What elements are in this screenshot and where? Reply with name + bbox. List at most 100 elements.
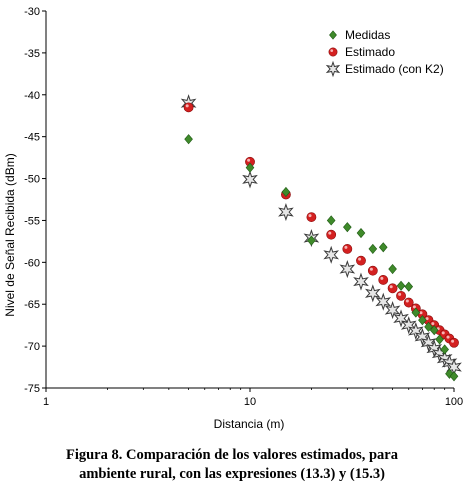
- point-medidas: [429, 325, 439, 336]
- point-highlight: [247, 158, 251, 162]
- point-body: [378, 275, 389, 285]
- point-highlight: [431, 322, 435, 326]
- point-estimado-con-k2: [364, 284, 381, 303]
- point-medidas: [449, 371, 459, 382]
- point-estimado-con-k2: [384, 301, 401, 320]
- point-estimado-con-k2: [393, 309, 409, 328]
- point-estimado: [367, 265, 378, 276]
- point-estimado: [387, 283, 398, 294]
- y-tick-label: -75: [24, 383, 40, 395]
- point-highlight: [369, 267, 373, 271]
- caption-line-1: Figura 8. Comparación de los valores est…: [65, 447, 398, 463]
- point-highlight: [425, 317, 429, 321]
- point-body: [356, 255, 366, 266]
- legend-label-medidas: Medidas: [345, 28, 390, 42]
- point-medidas: [440, 344, 449, 355]
- x-axis-ticks: 1 10 100: [43, 388, 463, 408]
- point-highlight: [330, 49, 334, 53]
- point-estimado-con-k2: [420, 333, 437, 352]
- legend-marker-estimado-con-k2: [325, 60, 341, 78]
- point-medidas: [368, 243, 378, 254]
- point-estimado-con-k2: [278, 203, 294, 222]
- y-tick-label: -60: [24, 257, 40, 269]
- point-estimado-con-k2: [414, 327, 431, 346]
- point-medidas: [184, 134, 193, 145]
- point-medidas: [356, 227, 366, 239]
- point-highlight: [328, 231, 332, 235]
- legend: Medidas Estimado Estimado (con K2): [325, 28, 444, 78]
- y-tick-label: -30: [24, 6, 40, 18]
- point-medidas: [378, 242, 388, 253]
- point-medidas: [281, 186, 291, 198]
- point-estimado-con-k2: [353, 272, 369, 291]
- point-estimado: [356, 255, 366, 266]
- point-medidas: [445, 368, 454, 379]
- point-estimado-con-k2: [407, 321, 424, 341]
- point-body: [328, 47, 338, 57]
- point-estimado-con-k2: [339, 259, 356, 279]
- point-medidas: [396, 280, 406, 291]
- point-highlight: [405, 299, 409, 303]
- point-medidas: [388, 263, 397, 275]
- y-tick-label: -50: [24, 174, 40, 186]
- x-tick-label: 100: [445, 396, 463, 408]
- point-medidas: [404, 281, 414, 292]
- y-axis-label: Nivel de Señal Recibida (dBm): [3, 153, 17, 316]
- point-medidas: [435, 334, 444, 345]
- point-highlight: [412, 305, 416, 309]
- point-body: [183, 102, 194, 113]
- point-estimado-con-k2: [375, 292, 392, 311]
- legend-marker-estimado: [328, 47, 338, 57]
- y-tick-label: -35: [24, 48, 40, 60]
- point-highlight: [185, 104, 189, 108]
- point-estimado: [342, 244, 353, 254]
- point-body: [306, 212, 317, 222]
- point-highlight: [441, 331, 445, 335]
- point-medidas: [326, 215, 336, 226]
- scatter-chart: -30 -35 -40 -45 -50 -55 -60 -65 -70 -75 1 10 100 Ni…: [3, 6, 463, 431]
- point-medidas: [245, 162, 255, 173]
- point-highlight: [308, 214, 312, 218]
- caption-line-2: ambiente rural, con las expresiones (13.…: [79, 466, 385, 482]
- point-estimado: [449, 337, 459, 348]
- point-estimado-con-k2: [400, 316, 417, 335]
- y-tick-label: -40: [24, 90, 40, 102]
- point-highlight: [398, 292, 402, 296]
- point-medidas: [411, 307, 421, 318]
- point-highlight: [389, 285, 393, 289]
- point-body: [449, 337, 459, 348]
- data-points: [180, 94, 462, 382]
- point-estimado-con-k2: [242, 170, 258, 189]
- point-medidas: [418, 315, 427, 326]
- point-medidas: [307, 235, 316, 246]
- point-estimado: [396, 290, 406, 301]
- point-estimado: [306, 212, 317, 222]
- figure-caption: Figura 8. Comparación de los valores est…: [0, 446, 464, 484]
- point-body: [396, 290, 406, 301]
- point-estimado: [378, 275, 389, 285]
- x-tick-label: 10: [244, 396, 256, 408]
- point-highlight: [380, 276, 384, 280]
- point-body: [342, 244, 353, 254]
- legend-label-estimado-con-k2: Estimado (con K2): [345, 62, 444, 76]
- x-tick-label: 1: [43, 396, 49, 408]
- point-body: [326, 229, 337, 240]
- point-body: [367, 265, 378, 276]
- point-highlight: [344, 245, 348, 249]
- point-highlight: [451, 339, 455, 343]
- point-estimado-con-k2: [323, 245, 340, 264]
- point-estimado: [403, 297, 414, 308]
- point-highlight: [446, 335, 450, 339]
- legend-label-estimado: Estimado: [345, 45, 395, 59]
- y-tick-label: -45: [24, 132, 40, 144]
- point-medidas: [343, 222, 352, 233]
- y-axis-ticks: -30 -35 -40 -45 -50 -55 -60 -65 -70 -75: [24, 6, 46, 395]
- legend-marker-medidas: [329, 30, 337, 40]
- y-tick-label: -55: [24, 215, 40, 227]
- point-estimado: [183, 102, 194, 113]
- point-body: [387, 283, 398, 294]
- point-medidas: [424, 321, 433, 332]
- x-axis-label: Distancia (m): [214, 417, 285, 431]
- point-highlight: [419, 311, 423, 315]
- y-tick-label: -70: [24, 341, 40, 353]
